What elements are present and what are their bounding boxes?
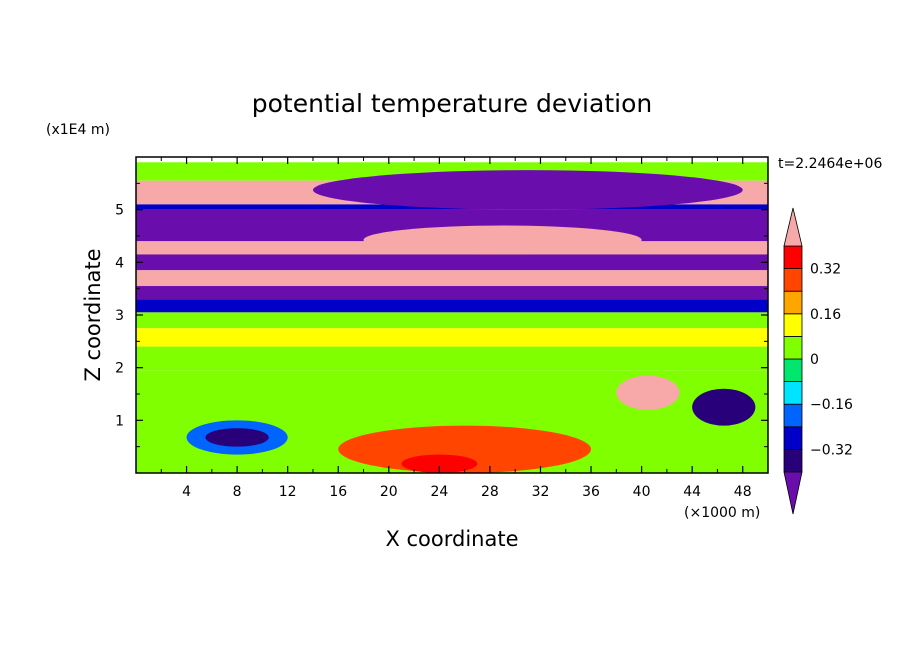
contour-band: [136, 286, 768, 300]
x-tick-label: 28: [481, 484, 499, 500]
colorbar-extend-min: [783, 471, 803, 515]
time-label: t=2.2464e+06: [778, 156, 882, 172]
contour-band: [136, 254, 768, 271]
x-tick-label: 20: [380, 484, 398, 500]
colorbar-tick-label: 0.32: [810, 262, 841, 278]
x-tick-label: 40: [633, 484, 651, 500]
colorbar-extend-max: [783, 207, 803, 247]
colorbar-segment: [783, 290, 803, 315]
colorbar-segment: [783, 426, 803, 450]
contour-band: [136, 270, 768, 287]
y-tick-label: 3: [115, 308, 124, 324]
colorbar-segment: [783, 403, 803, 428]
x-unit-label: (×1000 m): [684, 505, 760, 521]
contour-band: [136, 299, 768, 313]
colorbar-segment: [783, 268, 803, 292]
colorbar-tick-label: 0.16: [810, 307, 841, 323]
x-tick-label: 32: [532, 484, 550, 500]
x-tick-label: 24: [430, 484, 448, 500]
contour-feature: [401, 454, 478, 473]
contour-band: [136, 346, 768, 371]
colorbar: 0.32 0.16 0 −0.16 −0.32: [783, 207, 853, 515]
x-tick-label: 48: [734, 484, 752, 500]
colorbar-segment: [783, 358, 803, 383]
y-tick-label: 1: [115, 413, 124, 429]
y-tick-label: 4: [115, 255, 124, 271]
contour-feature: [616, 375, 680, 410]
x-tick-label: 36: [582, 484, 600, 500]
colorbar-segment: [783, 448, 803, 473]
x-axis-label: X coordinate: [385, 527, 518, 551]
y-axis-label: Z coordinate: [81, 248, 105, 381]
contour-feature: [692, 388, 756, 426]
x-tick-label: 4: [182, 484, 191, 500]
colorbar-segment: [783, 313, 803, 337]
x-tick-label: 16: [329, 484, 347, 500]
chart-title: potential temperature deviation: [252, 89, 652, 118]
colorbar-segment: [783, 245, 803, 270]
contour-feature: [363, 225, 642, 255]
y-tick-label: 2: [115, 361, 124, 377]
contour-band: [136, 312, 768, 329]
colorbar-segment: [783, 381, 803, 405]
y-unit-label: (x1E4 m): [46, 122, 110, 138]
contour-feature: [205, 428, 269, 447]
x-tick-label: 44: [683, 484, 701, 500]
colorbar-tick-label: −0.16: [810, 397, 853, 413]
x-tick-label: 8: [233, 484, 242, 500]
colorbar-tick-label: −0.32: [810, 442, 853, 458]
x-tick-label: 12: [279, 484, 297, 500]
contour-band: [136, 328, 768, 347]
contour-feature: [312, 170, 743, 210]
plot-area: [136, 162, 768, 473]
y-tick-label: 5: [115, 203, 124, 219]
colorbar-segment: [783, 335, 803, 360]
colorbar-tick-label: 0: [810, 352, 819, 368]
contour-feature: [338, 425, 592, 473]
